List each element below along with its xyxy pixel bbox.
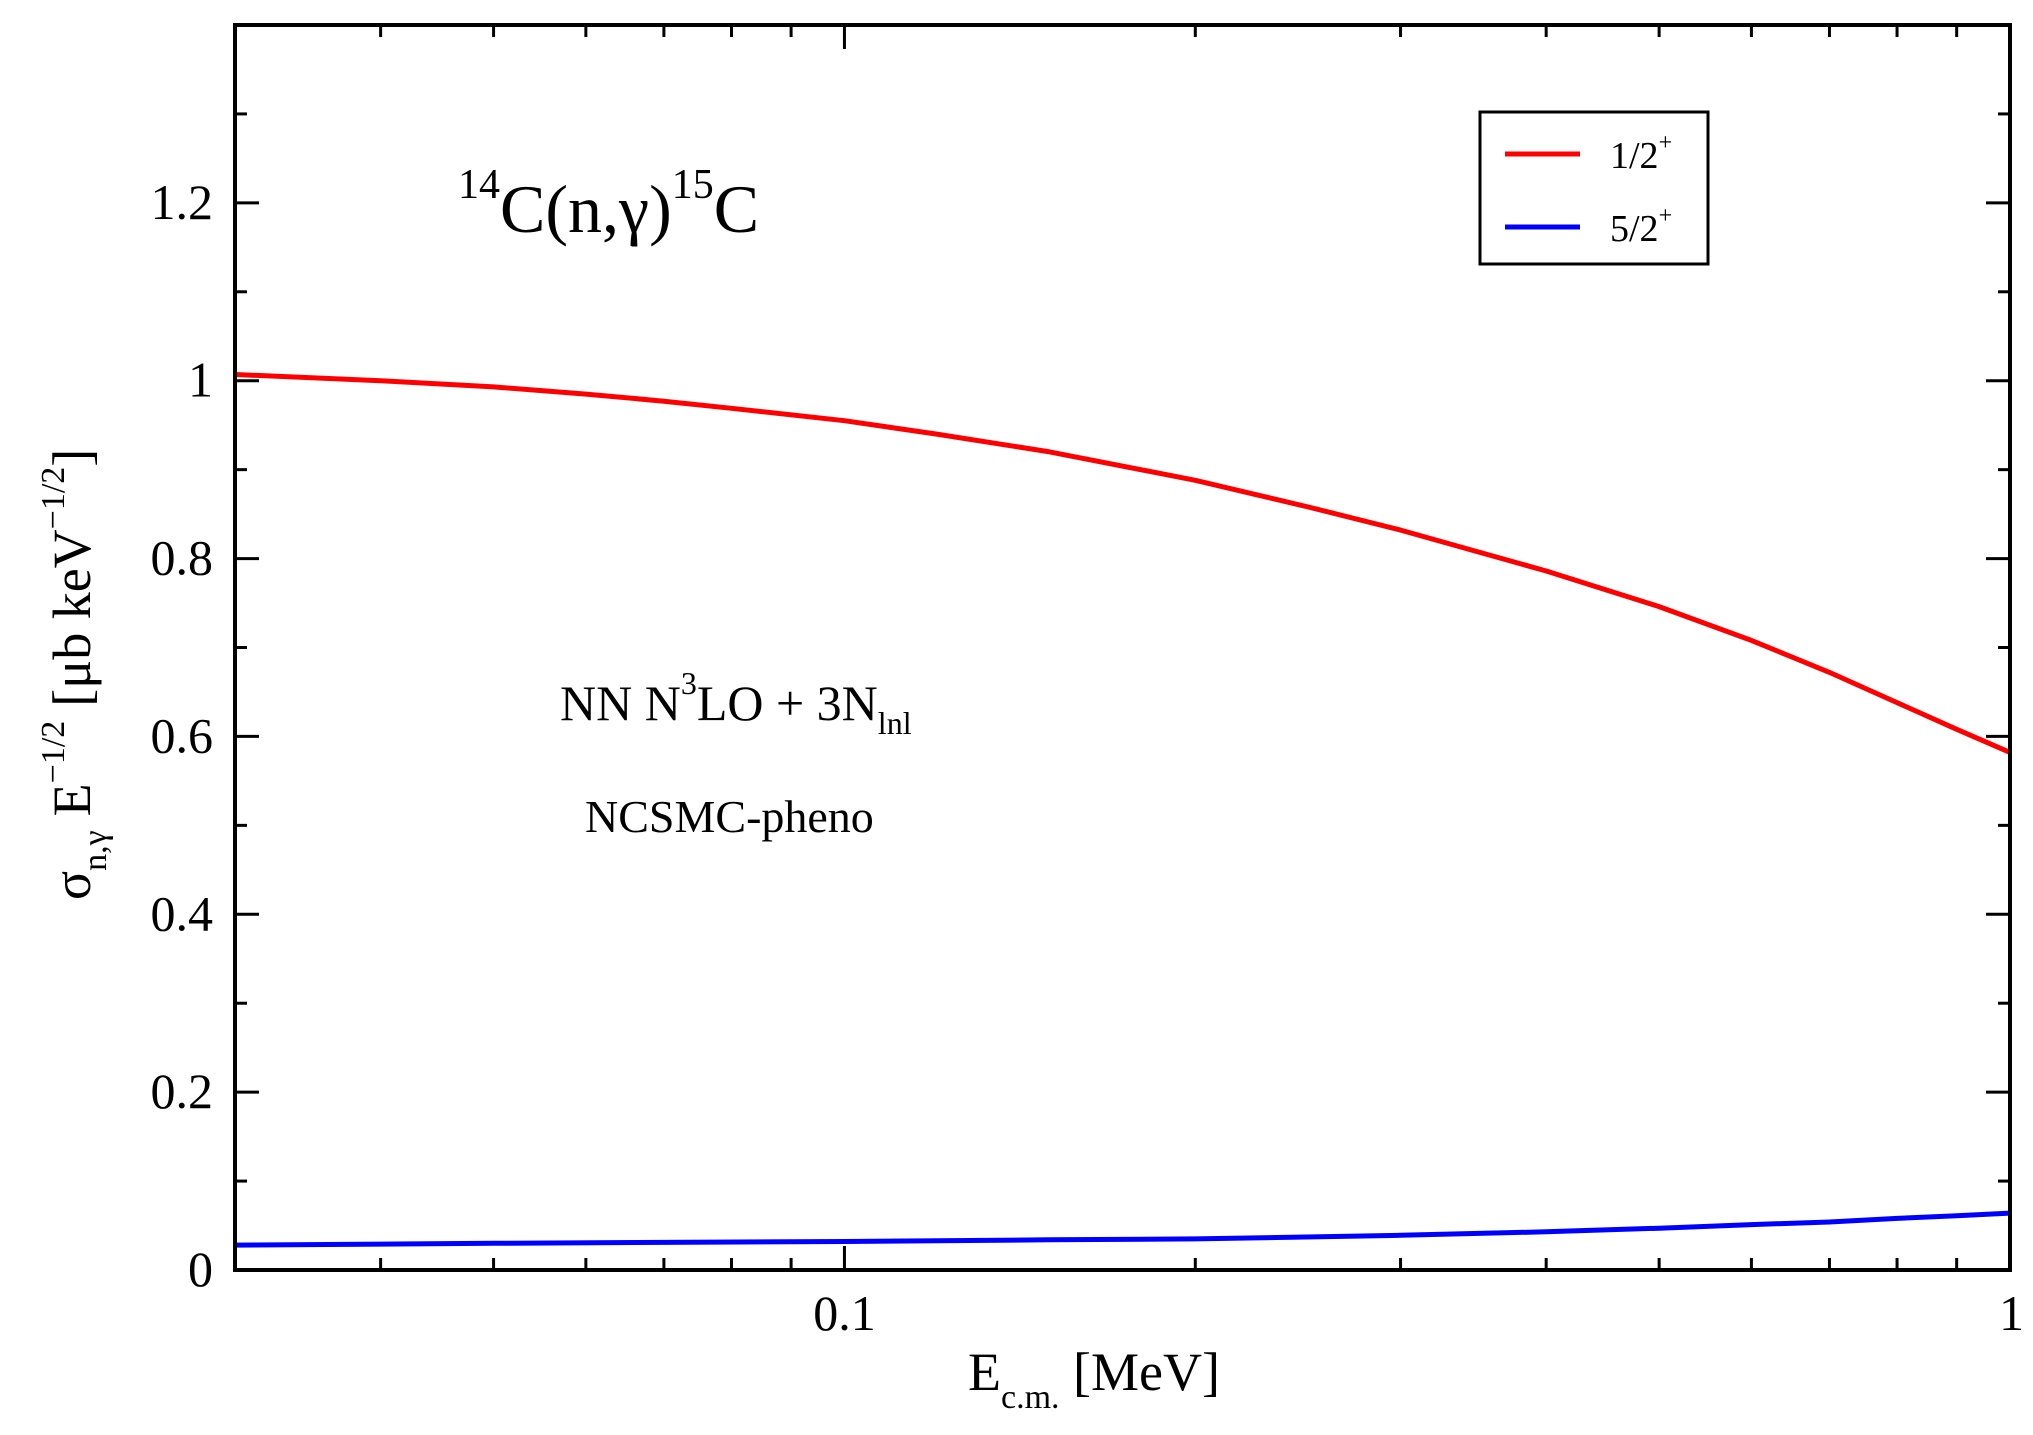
series-line-2 xyxy=(234,1210,2011,1248)
y-tick-label: 0.8 xyxy=(151,530,214,586)
y-tick-label: 0.6 xyxy=(151,707,214,763)
y-tick-label: 1 xyxy=(188,352,213,408)
x-tick-label: 0.1 xyxy=(813,1285,876,1341)
series-line-1 xyxy=(234,372,2011,755)
x-axis-label: Ec.m. [MeV] xyxy=(968,1342,1220,1416)
reaction-label: 14C(n,γ)15C xyxy=(458,162,759,247)
series-layer xyxy=(234,372,2011,1248)
method-label: NCSMC-pheno xyxy=(585,791,874,842)
y-tick-label: 0.2 xyxy=(151,1063,214,1119)
y-tick-label: 1.2 xyxy=(151,174,214,230)
tick-label-layer: 0.1 1 0 0.2 0.4 0.6 0.8 1 1.2 xyxy=(151,174,2025,1341)
interaction-label: NN N3LO + 3Nlnl xyxy=(560,665,912,741)
y-axis-label: σn,γE−1/2[μb keV−1/2] xyxy=(35,449,114,900)
y-tick-label: 0.4 xyxy=(151,885,214,941)
plot-frame xyxy=(233,23,2012,1272)
legend-box xyxy=(1478,110,1710,266)
y-tick-label: 0 xyxy=(188,1241,213,1297)
x-tick-label: 1 xyxy=(1999,1285,2024,1341)
legend: 1/2+ 5/2+ xyxy=(1478,110,1710,266)
legend-label-2: 5/2+ xyxy=(1610,203,1672,250)
legend-label-1: 1/2+ xyxy=(1610,130,1672,177)
